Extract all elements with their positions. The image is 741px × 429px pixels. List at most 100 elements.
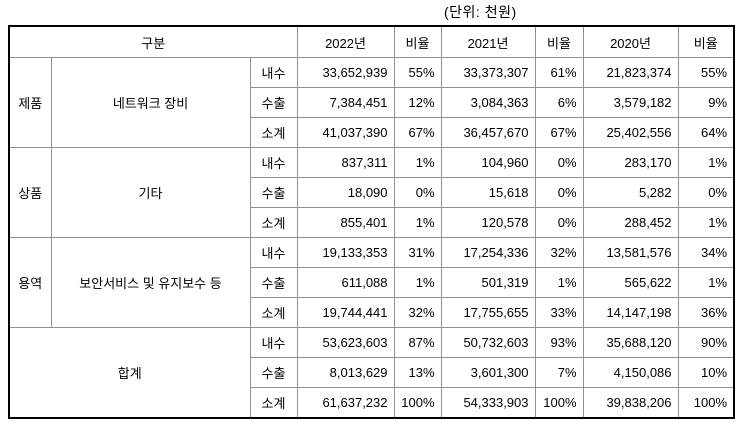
ratio-2021: 93% — [534, 327, 584, 358]
ratio-2021: 1% — [534, 267, 584, 298]
item-label: 네트워크 장비 — [50, 57, 251, 148]
value-2021: 17,254,336 — [440, 237, 536, 268]
table-row: 제품 네트워크 장비 내수 33,652,939 55% 33,373,307 … — [8, 57, 735, 148]
ratio-2022: 100% — [393, 387, 442, 419]
ratio-2020: 9% — [677, 87, 735, 118]
ratio-2022: 55% — [393, 57, 442, 88]
value-2020: 288,452 — [582, 207, 679, 238]
ratio-2021: 32% — [534, 237, 584, 268]
ratio-2021: 33% — [534, 297, 584, 328]
channel-label: 내수 — [249, 237, 298, 268]
table-row: 상품 기타 내수 837,311 1% 104,960 0% 283,170 1… — [8, 147, 735, 238]
value-2021: 17,755,655 — [440, 297, 536, 328]
value-2021: 36,457,670 — [440, 117, 536, 148]
value-2022: 41,037,390 — [296, 117, 395, 148]
header-2022: 2022년 — [296, 25, 395, 58]
ratio-2020: 36% — [677, 297, 735, 328]
value-2020: 283,170 — [582, 147, 679, 178]
value-2022: 18,090 — [296, 177, 395, 208]
ratio-2021: 0% — [534, 207, 584, 238]
ratio-2022: 67% — [393, 117, 442, 148]
value-2022: 19,744,441 — [296, 297, 395, 328]
item-label: 보안서비스 및 유지보수 등 — [50, 237, 251, 328]
channel-label: 수출 — [249, 267, 298, 298]
channel-label: 수출 — [249, 87, 298, 118]
ratio-2022: 1% — [393, 207, 442, 238]
ratio-2022: 32% — [393, 297, 442, 328]
ratio-2021: 67% — [534, 117, 584, 148]
channel-label: 수출 — [249, 357, 298, 388]
value-2021: 50,732,603 — [440, 327, 536, 358]
ratio-2022: 12% — [393, 87, 442, 118]
channel-label: 소계 — [249, 207, 298, 238]
ratio-2020: 90% — [677, 327, 735, 358]
item-label: 기타 — [50, 147, 251, 238]
value-2020: 21,823,374 — [582, 57, 679, 88]
header-row: 구분 2022년 비율 2021년 비율 2020년 비율 — [8, 25, 735, 58]
ratio-2020: 1% — [677, 267, 735, 298]
channel-label: 소계 — [249, 117, 298, 148]
channel-label: 수출 — [249, 177, 298, 208]
ratio-2022: 31% — [393, 237, 442, 268]
ratio-2021: 7% — [534, 357, 584, 388]
value-2020: 25,402,556 — [582, 117, 679, 148]
ratio-2020: 55% — [677, 57, 735, 88]
ratio-2021: 6% — [534, 87, 584, 118]
ratio-2022: 1% — [393, 147, 442, 178]
channel-label: 내수 — [249, 57, 298, 88]
ratio-2020: 1% — [677, 207, 735, 238]
table-row: 수출 611,088 1% 501,319 1% 565,622 1% — [9, 267, 735, 298]
table-row: 수출 7,384,451 12% 3,084,363 6% 3,579,182 … — [9, 87, 735, 118]
value-2020: 14,147,198 — [582, 297, 679, 328]
value-2021: 120,578 — [440, 207, 536, 238]
ratio-2020: 10% — [677, 357, 735, 388]
ratio-2020: 100% — [677, 387, 735, 419]
ratio-2020: 1% — [677, 147, 735, 178]
value-2020: 39,838,206 — [582, 387, 679, 419]
value-2022: 855,401 — [296, 207, 395, 238]
revenue-breakdown-table-wrap: 구분 2022년 비율 2021년 비율 2020년 비율 제품 네트워크 장비… — [8, 25, 736, 419]
value-2022: 19,133,353 — [296, 237, 395, 268]
value-2020: 5,282 — [582, 177, 679, 208]
value-2020: 35,688,120 — [582, 327, 679, 358]
category-label: 상품 — [8, 147, 52, 238]
header-ratio-2021: 비율 — [534, 25, 584, 58]
ratio-2020: 64% — [677, 117, 735, 148]
value-2021: 54,333,903 — [440, 387, 536, 419]
ratio-2021: 61% — [534, 57, 584, 88]
header-ratio-2020: 비율 — [677, 25, 735, 58]
table-row: 수출 18,090 0% 15,618 0% 5,282 0% — [9, 177, 735, 208]
ratio-2020: 34% — [677, 237, 735, 268]
header-ratio-2022: 비율 — [393, 25, 442, 58]
ratio-2022: 0% — [393, 177, 442, 208]
ratio-2022: 87% — [393, 327, 442, 358]
ratio-2022: 13% — [393, 357, 442, 388]
value-2020: 3,579,182 — [582, 87, 679, 118]
unit-label: (단위: 천원) — [444, 4, 517, 20]
category-label: 제품 — [8, 57, 52, 148]
value-2022: 53,623,603 — [296, 327, 395, 358]
table-row: 소계 61,637,232 100% 54,333,903 100% 39,83… — [9, 387, 735, 419]
value-2022: 7,384,451 — [296, 87, 395, 118]
value-2020: 565,622 — [582, 267, 679, 298]
value-2021: 501,319 — [440, 267, 536, 298]
value-2022: 837,311 — [296, 147, 395, 178]
ratio-2021: 100% — [534, 387, 584, 419]
table-row: 소계 41,037,390 67% 36,457,670 67% 25,402,… — [9, 117, 735, 148]
table-row: 수출 8,013,629 13% 3,601,300 7% 4,150,086 … — [9, 357, 735, 388]
header-gubun: 구분 — [8, 25, 298, 58]
value-2021: 33,373,307 — [440, 57, 536, 88]
table-row: 소계 855,401 1% 120,578 0% 288,452 1% — [9, 207, 735, 238]
ratio-2021: 0% — [534, 147, 584, 178]
revenue-breakdown-table: 구분 2022년 비율 2021년 비율 2020년 비율 제품 네트워크 장비… — [8, 25, 736, 419]
value-2022: 33,652,939 — [296, 57, 395, 88]
header-2021: 2021년 — [440, 25, 536, 58]
channel-label: 소계 — [249, 297, 298, 328]
ratio-2022: 1% — [393, 267, 442, 298]
category-label: 용역 — [8, 237, 52, 328]
header-2020: 2020년 — [582, 25, 679, 58]
channel-label: 소계 — [249, 387, 298, 419]
ratio-2021: 0% — [534, 177, 584, 208]
value-2022: 8,013,629 — [296, 357, 395, 388]
